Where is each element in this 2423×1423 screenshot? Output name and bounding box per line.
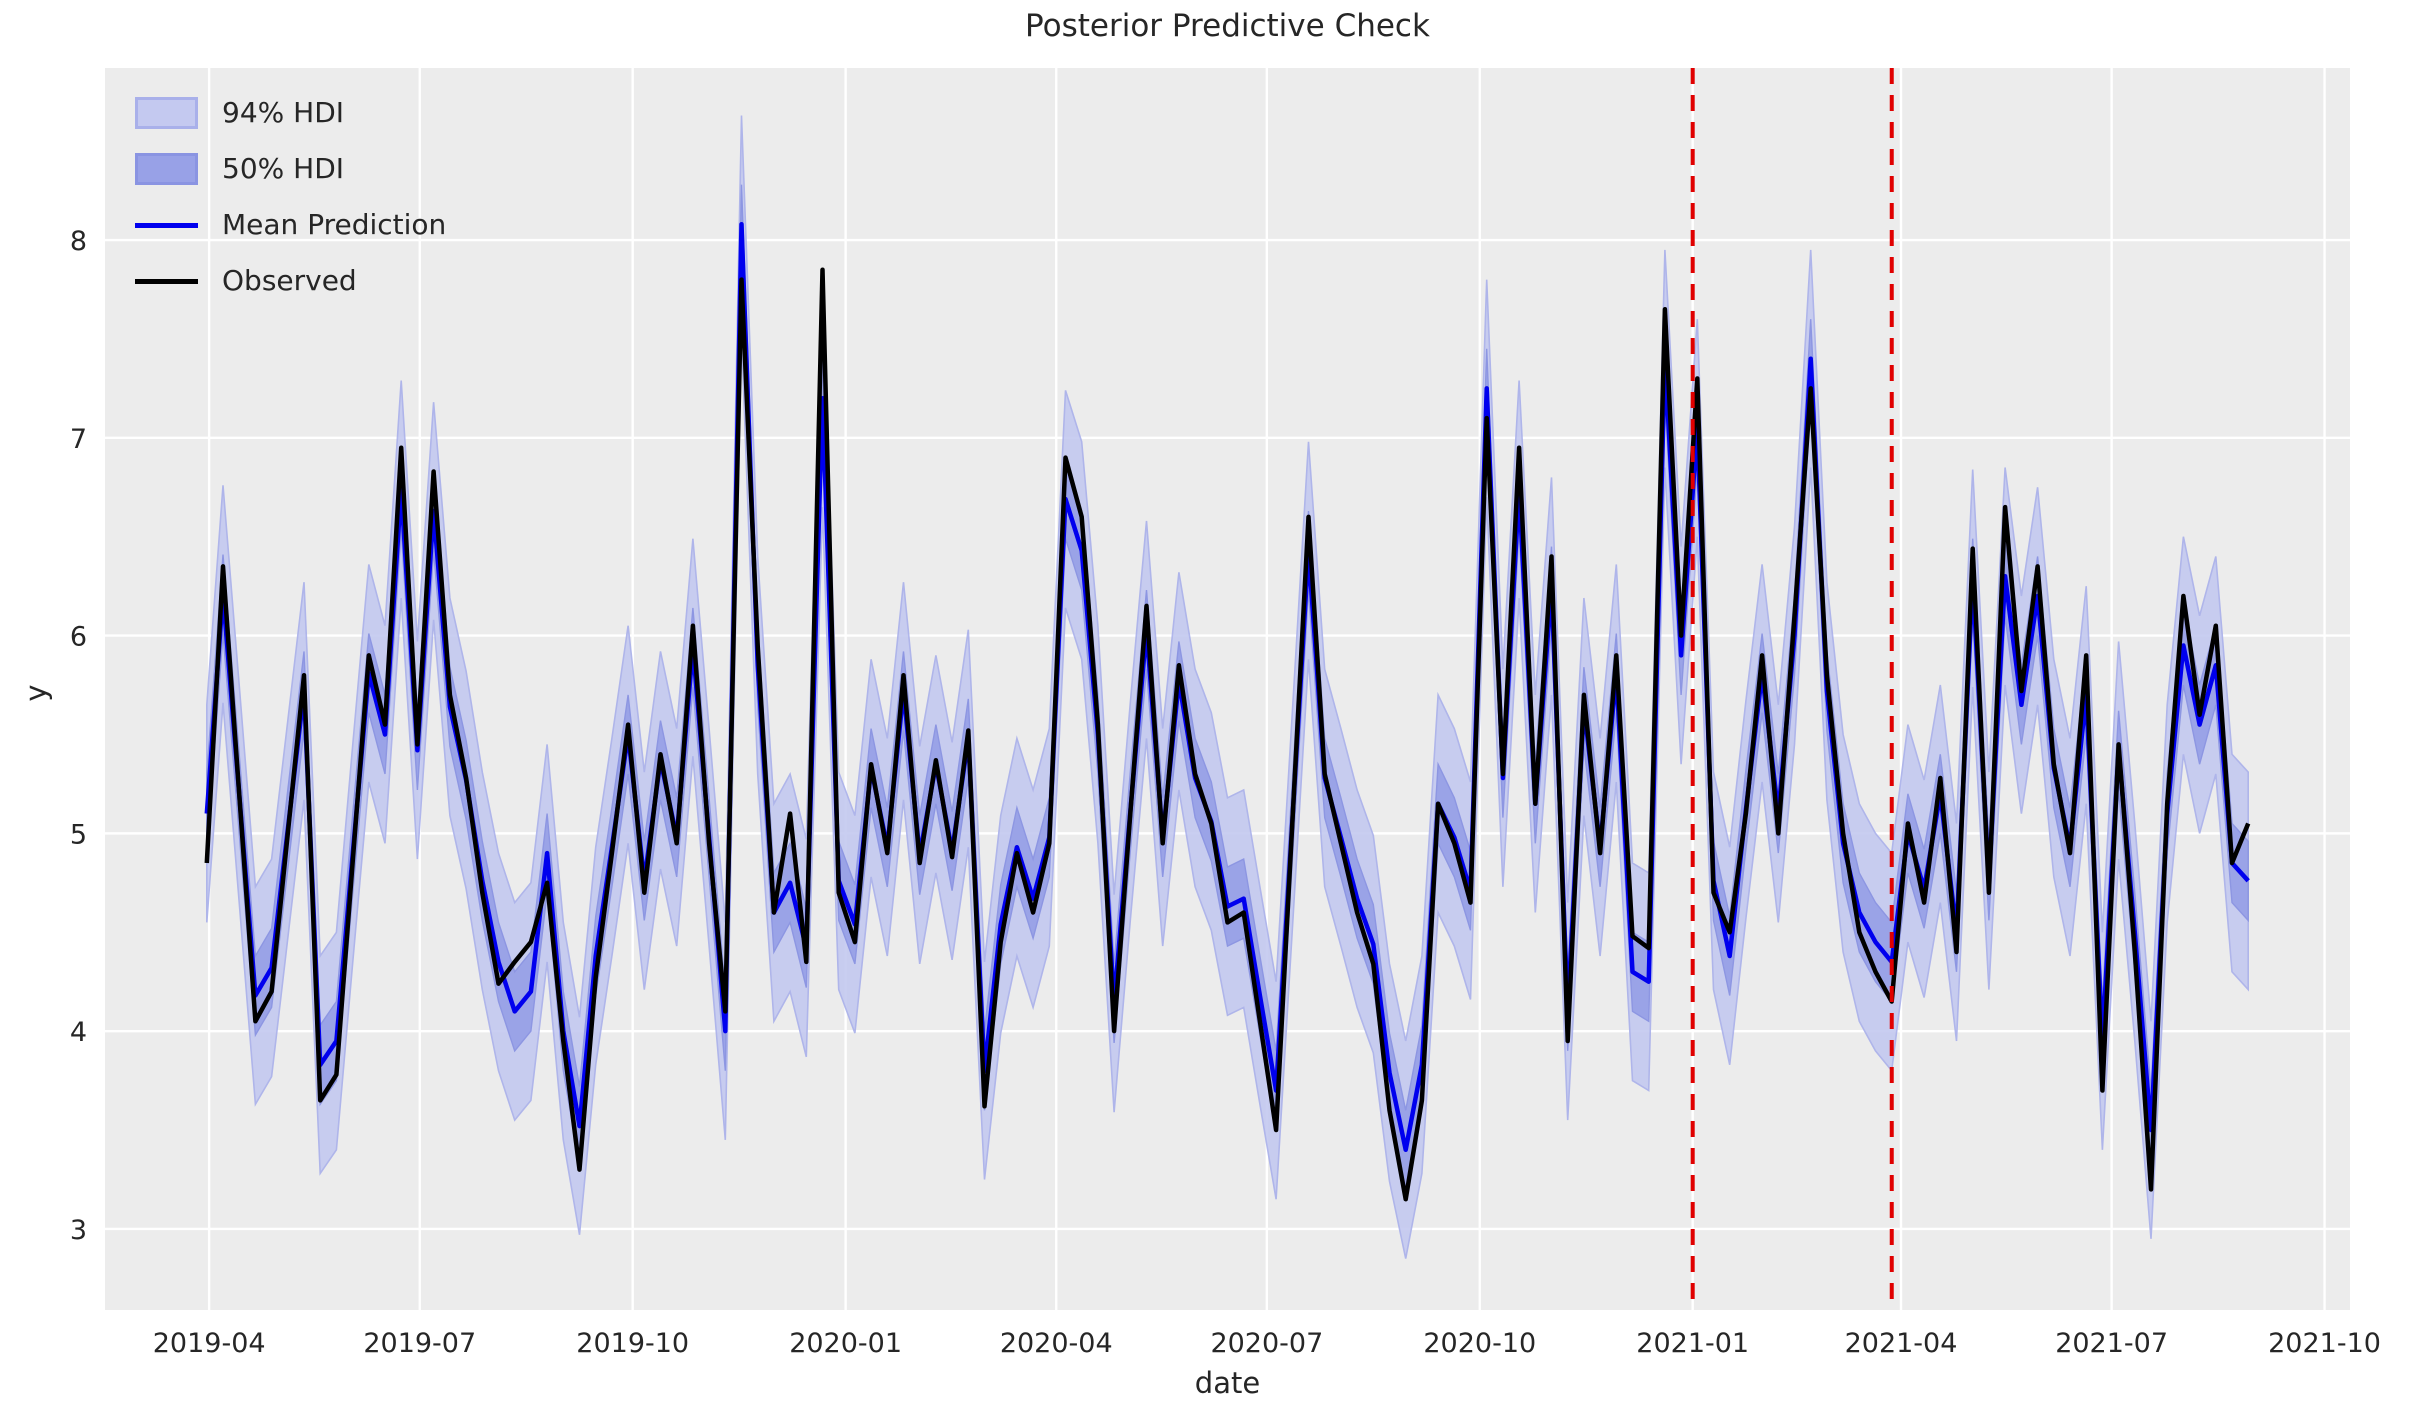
x-tick-label: 2020-10 [1423,1328,1536,1359]
mean-line-icon [135,222,198,228]
y-tick-label: 5 [70,819,87,850]
page-title: Posterior Predictive Check [1025,8,1430,44]
y-tick-label: 3 [70,1215,87,1246]
x-tick-label: 2020-04 [1000,1328,1113,1359]
x-tick-label: 2020-01 [789,1328,902,1359]
y-tick-label: 8 [70,226,87,257]
observed-line [204,267,2251,1202]
legend-label: Mean Prediction [222,208,447,241]
legend-item-mean: Mean Prediction [135,204,446,246]
legend-label: 94% HDI [222,96,345,129]
legend-label: Observed [222,264,357,297]
x-tick-label: 2021-04 [1845,1328,1958,1359]
x-tick-label: 2019-10 [576,1328,689,1359]
legend-item-hdi50: 50% HDI [135,148,446,190]
x-tick-label: 2021-10 [2268,1328,2381,1359]
x-axis-label: date [1194,1366,1261,1400]
legend-item-hdi94: 94% HDI [135,92,446,134]
y-tick-label: 4 [70,1017,87,1048]
x-tick-label: 2021-07 [2055,1328,2168,1359]
x-tick-label: 2019-04 [153,1328,266,1359]
y-axis-label: y [19,684,53,702]
x-tick-label: 2019-07 [363,1328,476,1359]
observed-line-icon [135,278,198,284]
y-tick-label: 6 [70,622,87,653]
x-tick-label: 2021-01 [1636,1328,1749,1359]
hdi94-swatch-icon [135,97,198,129]
legend-item-observed: Observed [135,260,446,302]
hdi50-swatch-icon [135,153,198,185]
y-tick-label: 7 [70,424,87,455]
legend-label: 50% HDI [222,152,345,185]
legend: 94% HDI 50% HDI Mean Prediction Observed [135,92,446,302]
x-tick-label: 2020-07 [1210,1328,1323,1359]
